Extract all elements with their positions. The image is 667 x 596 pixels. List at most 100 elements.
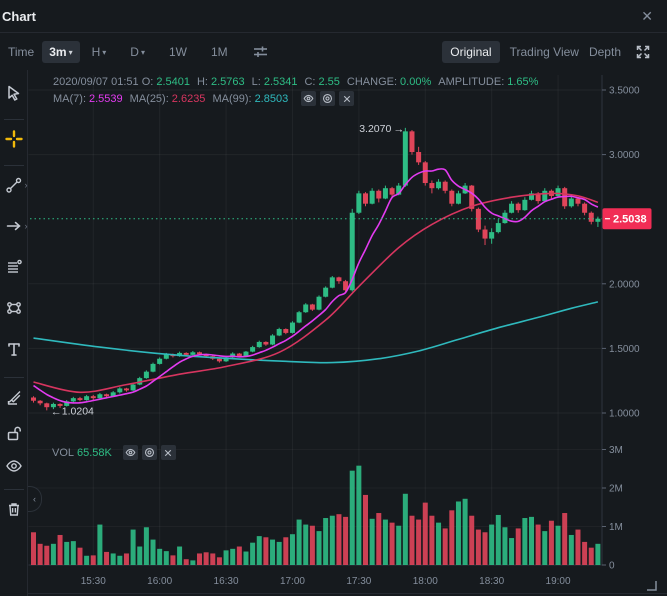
svg-text:2M: 2M	[609, 484, 623, 495]
tool-trend-line-button[interactable]: ›	[0, 171, 28, 199]
divider	[3, 377, 24, 378]
eye-icon	[5, 460, 22, 472]
cursor-icon	[7, 85, 19, 101]
mode-tradingview-button[interactable]: Trading View	[509, 44, 579, 59]
tool-visibility-button[interactable]	[0, 452, 28, 480]
indicator-settings-icon[interactable]	[246, 40, 275, 63]
svg-text:3.5000: 3.5000	[609, 86, 640, 97]
svg-text:18:30: 18:30	[479, 576, 504, 587]
eye-icon	[125, 448, 136, 457]
svg-text:1.5000: 1.5000	[609, 344, 640, 355]
target-icon	[323, 93, 333, 104]
divider	[3, 119, 24, 120]
time-label: Time	[8, 44, 35, 59]
interval-1m-button[interactable]: 1M	[210, 44, 228, 59]
eye-icon	[303, 94, 314, 103]
volume-settings-button[interactable]	[141, 445, 157, 460]
tool-cursor-button[interactable]	[0, 79, 28, 107]
close-icon[interactable]: ✕	[641, 8, 653, 24]
svg-text:15:30: 15:30	[81, 576, 106, 587]
volume-remove-button[interactable]	[160, 445, 176, 460]
trash-icon	[8, 503, 19, 516]
ma-lines-layer	[33, 168, 599, 404]
trend-line-icon	[5, 177, 21, 193]
target-icon	[144, 447, 154, 458]
ma-settings-button[interactable]	[320, 91, 336, 106]
arrow-right-icon: →	[393, 123, 404, 135]
time-axis-layer: 15:30 16:00 16:30 17:00 17:30 18:00 18:30 19:00	[81, 576, 571, 587]
arrow-icon	[6, 221, 21, 231]
ma25-line	[33, 192, 599, 394]
volume-bars-layer	[31, 465, 601, 565]
chevron-right-icon: ›	[24, 221, 28, 231]
fib-lines-icon	[7, 259, 22, 273]
chevron-right-icon: ›	[24, 180, 28, 190]
svg-text:19:00: 19:00	[546, 576, 571, 587]
divider	[3, 489, 24, 490]
tool-unlock-button[interactable]	[0, 419, 28, 447]
chart-toolbar: Time 3m ▾ H ▾ D ▾ 1W 1M Original Trading Vi…	[0, 33, 667, 70]
interval-days-button[interactable]: D ▾	[130, 44, 145, 59]
ma7-line	[33, 168, 599, 404]
svg-text:0: 0	[609, 561, 615, 572]
tool-shape-button[interactable]	[0, 294, 28, 322]
price-axis-layer: 3.5000 3.0000 2.0000 1.5000 1.0000 3M 2M 1M 0	[602, 86, 640, 572]
annotations-layer: 3.2070 → ← 1.0204	[51, 123, 405, 418]
interval-1w-button[interactable]: 1W	[168, 44, 187, 59]
caret-down-icon: ▾	[102, 47, 107, 57]
brush-icon	[7, 391, 20, 405]
close-icon	[165, 449, 172, 456]
chevron-left-icon: ‹	[33, 494, 36, 504]
low-annotation: 1.0204	[62, 405, 94, 417]
unlock-icon	[7, 426, 21, 441]
svg-text:18:00: 18:00	[413, 576, 438, 587]
tool-delete-button[interactable]	[0, 495, 28, 523]
svg-text:2.5038: 2.5038	[613, 214, 647, 226]
svg-text:1.0000: 1.0000	[609, 409, 640, 420]
fullscreen-icon[interactable]	[629, 41, 657, 63]
resize-handle-icon[interactable]	[647, 581, 657, 591]
tool-text-button[interactable]	[0, 335, 28, 363]
candles-layer	[31, 127, 601, 411]
svg-text:17:30: 17:30	[346, 576, 371, 587]
chart-area: 3.5000 3.0000 2.0000 1.5000 1.0000 3M 2M 1M 0 15:…	[28, 70, 667, 596]
volume-visibility-button[interactable]	[122, 445, 138, 460]
mode-group: Original Trading View Depth	[432, 40, 657, 63]
svg-text:17:00: 17:00	[280, 576, 305, 587]
tool-brush-button[interactable]	[0, 383, 28, 411]
mode-original-button[interactable]: Original	[442, 40, 500, 63]
divider	[3, 165, 24, 166]
svg-text:16:00: 16:00	[147, 576, 172, 587]
last-price-badge: 2.5038	[602, 208, 652, 230]
shape-icon	[6, 302, 21, 314]
caret-down-icon: ▾	[68, 47, 73, 57]
crosshair-icon	[4, 130, 23, 148]
panel-header: Chart ✕	[0, 0, 667, 33]
grid-layer	[28, 75, 602, 565]
mode-depth-button[interactable]: Depth	[588, 44, 621, 59]
ma99-line	[33, 301, 599, 364]
chart-canvas[interactable]: 3.5000 3.0000 2.0000 1.5000 1.0000 3M 2M 1M 0 15:…	[28, 70, 667, 596]
ma-remove-button[interactable]	[339, 91, 355, 106]
svg-text:3.0000: 3.0000	[609, 150, 640, 161]
svg-text:3M: 3M	[609, 445, 623, 456]
tool-crosshair-button[interactable]	[0, 125, 28, 153]
tool-arrow-button[interactable]: ›	[0, 212, 28, 240]
chart-main: › ›	[0, 70, 667, 596]
interval-group: Time 3m ▾ H ▾ D ▾ 1W 1M	[8, 40, 275, 63]
tool-fib-lines-button[interactable]	[0, 253, 28, 281]
svg-text:1M: 1M	[609, 522, 623, 533]
svg-text:16:30: 16:30	[214, 576, 239, 587]
high-annotation: 3.2070	[359, 123, 391, 135]
interval-hours-button[interactable]: H ▾	[91, 44, 107, 59]
drawing-toolbar: › ›	[0, 70, 28, 596]
ma-visibility-button[interactable]	[301, 91, 317, 106]
arrow-left-icon: ←	[51, 406, 62, 418]
close-icon	[343, 95, 350, 102]
svg-text:2.0000: 2.0000	[609, 279, 640, 290]
caret-down-icon: ▾	[140, 47, 145, 57]
interval-3m-button[interactable]: 3m ▾	[42, 40, 80, 63]
text-icon	[7, 343, 20, 356]
